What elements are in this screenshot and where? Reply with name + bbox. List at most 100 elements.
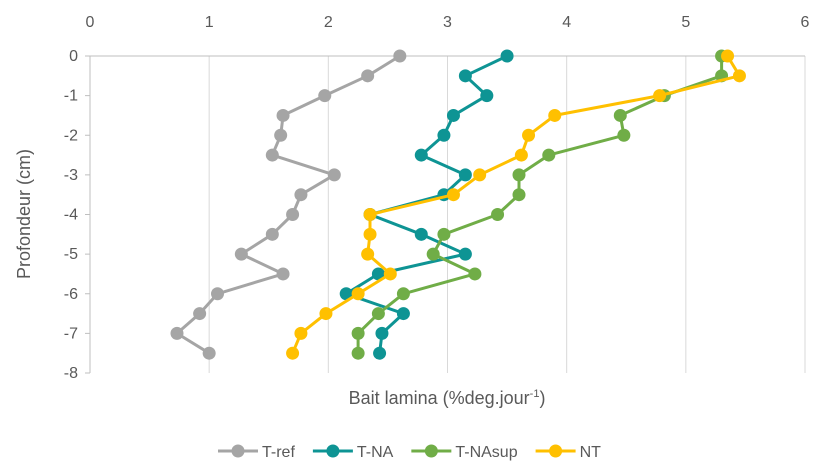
data-point-nt [548, 108, 562, 122]
data-point-nt [351, 287, 365, 301]
data-point-t-na [339, 287, 353, 301]
data-point-t-nasup [491, 208, 505, 221]
x-tick-label: 6 [801, 14, 810, 31]
legend-label: NT [580, 444, 602, 461]
legend-swatch-marker [424, 444, 438, 458]
data-point-t-nasup [617, 128, 631, 142]
legend-item-t-na: T-NA [312, 444, 394, 461]
data-point-t-nasup [512, 188, 526, 202]
series-nt [286, 49, 746, 360]
legend-item-t-nasup: T-NAsup [411, 444, 518, 461]
data-point-t-na [446, 108, 460, 122]
data-point-t-na [396, 307, 410, 321]
data-point-t-nasup [396, 287, 410, 301]
x-tick-label: 5 [681, 14, 690, 31]
data-point-nt [446, 188, 460, 202]
data-point-t-ref [294, 188, 308, 202]
data-point-nt [286, 346, 300, 360]
data-point-nt [363, 208, 377, 221]
y-tick-label: -8 [64, 365, 78, 382]
y-tick-label: -5 [64, 246, 78, 263]
legend-label: T-ref [262, 444, 295, 461]
data-point-t-na [373, 346, 387, 360]
data-point-t-ref [193, 307, 207, 321]
data-point-t-ref [202, 346, 216, 360]
data-point-t-ref [170, 326, 184, 340]
legend-label: T-NA [357, 444, 394, 461]
data-point-t-nasup [542, 148, 556, 162]
legend: T-ref T-NA T-NAsup NT [218, 444, 601, 461]
data-point-t-ref [265, 227, 279, 241]
y-tick-label: -7 [64, 325, 78, 342]
data-point-t-ref [276, 267, 290, 281]
series-t-na [339, 49, 514, 360]
y-axis-title: Profondeur (cm) [14, 149, 34, 279]
series-line-nt [291, 55, 741, 354]
y-tick-label: -1 [64, 88, 78, 105]
data-point-nt [522, 128, 536, 142]
series-line-t-nasup [356, 56, 724, 354]
data-point-t-ref [234, 247, 248, 261]
data-point-t-ref [265, 148, 279, 162]
data-point-t-ref [276, 108, 290, 122]
x-tick-label: 3 [443, 14, 452, 31]
legend-item-nt: NT [535, 444, 602, 461]
data-point-t-na [371, 267, 385, 281]
data-point-t-na [500, 49, 514, 63]
data-point-t-ref [286, 208, 300, 221]
data-point-t-ref [211, 287, 225, 301]
series-group [170, 49, 746, 360]
y-tick-labels: 0 -1 -2 -3 -4 -5 -6 -7 -8 [64, 48, 78, 382]
y-tick-label: -4 [64, 207, 78, 224]
data-point-t-nasup [351, 346, 365, 360]
data-point-t-na [437, 128, 451, 142]
data-point-t-ref [361, 69, 375, 83]
series-t-ref [170, 49, 407, 360]
x-tick-label: 1 [205, 14, 214, 31]
legend-label: T-NAsup [455, 444, 517, 461]
data-point-t-ref [327, 168, 341, 182]
x-axis-title: Bait lamina (%deg.jour-1) [349, 388, 546, 408]
data-point-t-na [414, 148, 428, 162]
data-point-t-nasup [371, 307, 385, 321]
data-point-nt [721, 49, 735, 63]
data-point-nt [361, 247, 375, 261]
data-point-nt [363, 227, 377, 241]
data-point-nt [653, 89, 667, 103]
data-point-t-na [458, 69, 472, 83]
data-point-nt [473, 168, 487, 182]
data-point-t-nasup [426, 247, 440, 261]
data-point-t-nasup [437, 227, 451, 241]
legend-swatch-marker [231, 444, 245, 458]
data-point-t-na [458, 168, 472, 182]
data-point-nt [383, 267, 397, 281]
x-axis-title-end: ) [539, 388, 545, 408]
data-point-t-ref [318, 89, 332, 103]
data-point-t-na [375, 326, 389, 340]
data-point-t-na [414, 227, 428, 241]
data-point-t-na [458, 247, 472, 261]
legend-swatch-marker [549, 444, 563, 458]
x-tick-label: 0 [86, 14, 95, 31]
gridlines [208, 56, 806, 373]
legend-swatch-marker [326, 444, 340, 458]
series-line-t-ref [175, 54, 401, 355]
x-axis-title-main: Bait lamina (%deg.jour [349, 388, 530, 408]
data-point-nt [294, 326, 308, 340]
data-point-nt [319, 307, 333, 321]
data-point-t-na [480, 89, 494, 103]
x-tick-label: 4 [562, 14, 571, 31]
x-tick-label: 2 [324, 14, 333, 31]
data-point-t-nasup [613, 108, 627, 122]
data-point-nt [732, 69, 746, 83]
legend-item-t-ref: T-ref [218, 444, 295, 461]
data-point-t-nasup [351, 326, 365, 340]
data-point-t-ref [274, 128, 288, 142]
x-axis-title-superscript: -1 [530, 388, 540, 400]
y-tick-label: 0 [69, 48, 78, 65]
data-point-t-ref [393, 49, 407, 63]
x-tick-labels: 0 1 2 3 4 5 6 [86, 14, 810, 31]
data-point-t-nasup [512, 168, 526, 182]
data-point-t-nasup [468, 267, 482, 281]
